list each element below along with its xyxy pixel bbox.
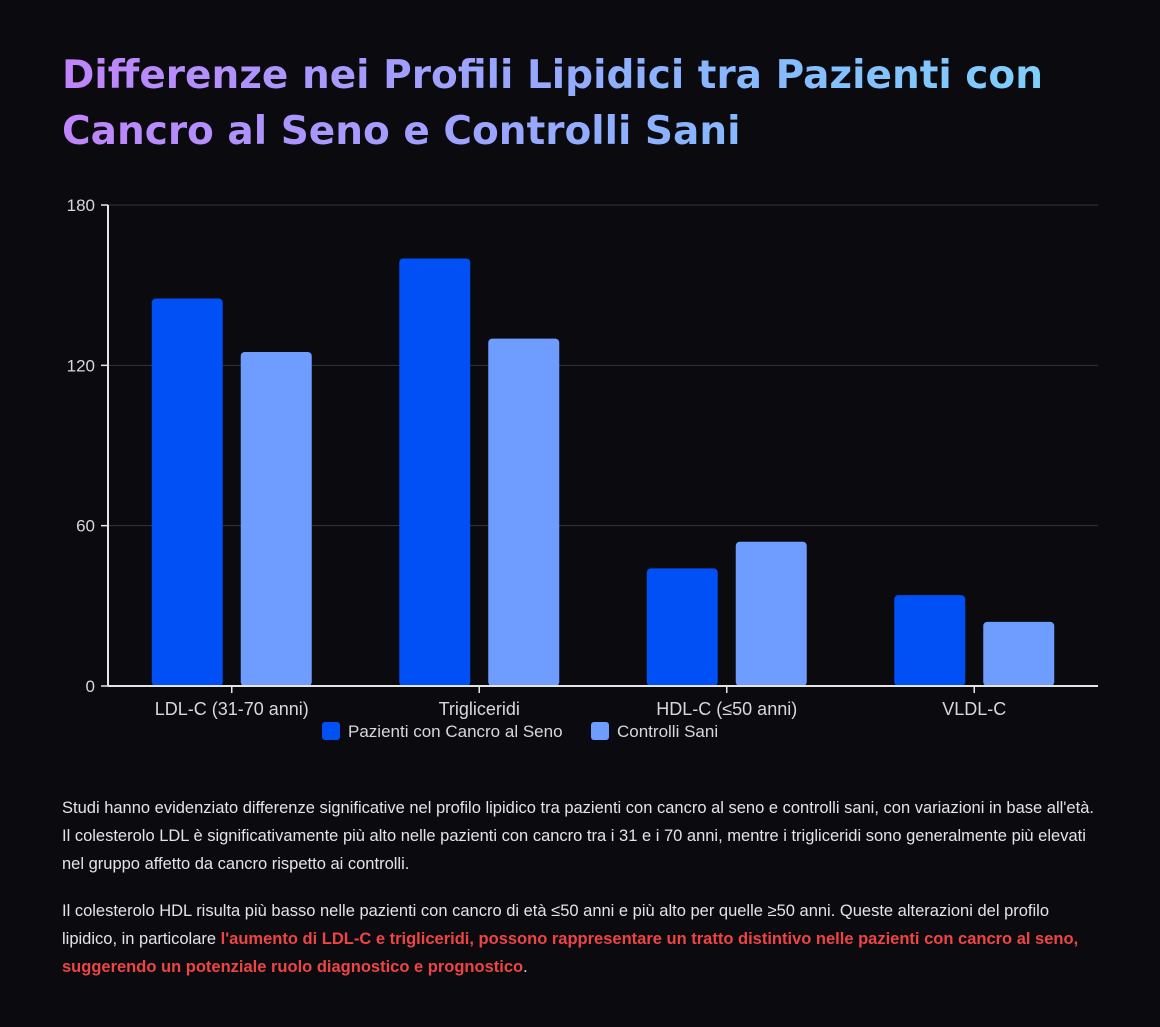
axes xyxy=(101,204,1098,693)
y-tick-label: 60 xyxy=(76,517,95,536)
legend-swatch xyxy=(322,722,340,740)
page-title: Differenze nei Profili Lipidici tra Pazi… xyxy=(62,48,1102,160)
legend-label: Controlli Sani xyxy=(617,722,718,741)
description-paragraph-2: Il colesterolo HDL risulta più basso nel… xyxy=(62,897,1102,981)
y-tick-label: 120 xyxy=(67,356,95,375)
legend-label: Pazienti con Cancro al Seno xyxy=(348,722,563,741)
legend-swatch xyxy=(591,722,609,740)
legend: Pazienti con Cancro al Seno Controlli San… xyxy=(322,722,718,741)
bar-chart: 0 60 120 180 LDL-C (31-70 anni) Trigliceridi H… xyxy=(67,196,1098,741)
x-tick-label: HDL-C (≤50 anni) xyxy=(656,699,797,719)
bar-controls-1 xyxy=(488,338,560,686)
paragraph-2-text: Il colesterolo HDL risulta più basso nel… xyxy=(62,902,1050,948)
x-tick-label: Trigliceridi xyxy=(439,699,520,719)
bar-patients-2 xyxy=(646,568,718,686)
description-paragraph-1: Studi hanno evidenziato differenze signi… xyxy=(62,799,1094,873)
bar-patients-3 xyxy=(894,595,966,686)
bar-patients-0 xyxy=(151,298,223,686)
bar-patients-1 xyxy=(399,258,471,686)
bar-controls-2 xyxy=(735,541,807,686)
bar-controls-3 xyxy=(983,621,1055,686)
x-tick-label: LDL-C (31-70 anni) xyxy=(155,699,309,719)
y-tick-label: 180 xyxy=(67,196,95,215)
x-tick-label: VLDL-C xyxy=(942,699,1006,719)
y-tick-label: 0 xyxy=(86,677,95,696)
bars xyxy=(151,258,1055,686)
bar-controls-0 xyxy=(240,351,312,686)
highlighted-text: l'aumento di LDL-C e trigliceridi, posso… xyxy=(62,930,1079,976)
tick-labels: 0 60 120 180 LDL-C (31-70 anni) Trigliceridi H… xyxy=(67,196,1007,719)
paragraph-2-end: . xyxy=(523,958,528,976)
